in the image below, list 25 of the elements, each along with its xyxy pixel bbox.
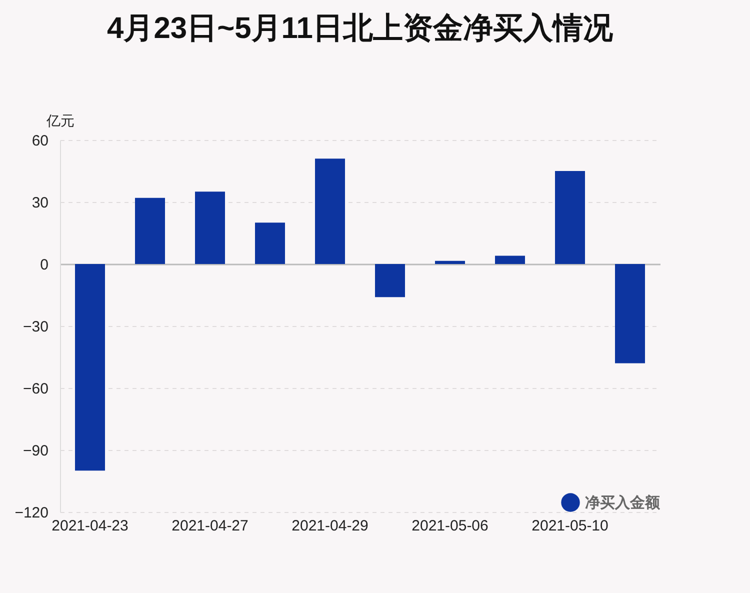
y-axis-title: 亿元 — [46, 112, 74, 128]
bar — [615, 264, 645, 364]
bar — [435, 260, 465, 264]
bar — [495, 256, 525, 264]
y-tick-label: −120 — [14, 504, 48, 522]
y-tick-label: 60 — [32, 132, 48, 150]
legend-label: 净买入金额 — [585, 494, 661, 512]
x-tick-label: 2021-04-23 — [52, 518, 128, 534]
y-tick-label: −90 — [23, 442, 48, 460]
bar — [315, 158, 345, 264]
y-tick-label: −60 — [23, 380, 48, 398]
x-tick-label: 2021-04-27 — [172, 518, 248, 534]
bar — [195, 192, 225, 264]
x-tick-label: 2021-05-06 — [412, 518, 488, 534]
bar — [555, 171, 585, 264]
y-tick-label: −30 — [23, 318, 48, 336]
y-tick-label: 0 — [40, 256, 48, 274]
x-tick-label: 2021-04-29 — [292, 518, 368, 534]
bar — [255, 222, 285, 264]
bar — [75, 264, 105, 471]
bar — [135, 198, 165, 264]
bar — [375, 264, 405, 298]
y-tick-label: 30 — [32, 194, 48, 212]
x-tick-label: 2021-05-10 — [532, 518, 608, 534]
chart-title: 4月23日~5月11日北上资金净买入情况 — [107, 12, 614, 45]
